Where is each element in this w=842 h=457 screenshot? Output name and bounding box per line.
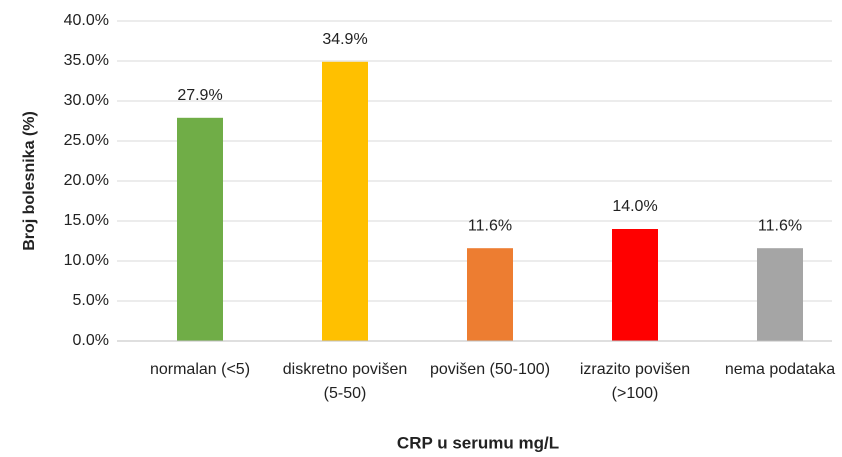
- x-axis-label: CRP u serumu mg/L: [397, 433, 559, 452]
- data-label: 34.9%: [322, 31, 367, 48]
- y-tick-label: 5.0%: [73, 292, 109, 309]
- y-tick-label: 25.0%: [64, 132, 109, 149]
- x-tick-label: izrazito povišen (>100): [579, 361, 691, 402]
- x-tick-label: povišen (50-100): [429, 361, 551, 378]
- y-tick-label: 10.0%: [64, 252, 109, 269]
- bar: [612, 229, 658, 341]
- bar: [757, 248, 803, 341]
- x-tick-label: diskretno povišen (5-50): [282, 361, 408, 402]
- bar: [322, 61, 368, 342]
- data-label: 11.6%: [758, 217, 802, 234]
- y-tick-label: 0.0%: [73, 332, 109, 349]
- bar: [467, 248, 513, 341]
- data-label: 27.9%: [177, 87, 222, 104]
- y-tick-label: 20.0%: [64, 172, 109, 189]
- y-tick-label: 15.0%: [64, 212, 109, 229]
- y-tick-label: 30.0%: [64, 92, 109, 109]
- bar: [177, 117, 223, 341]
- y-axis-label: Broj bolesnika (%): [21, 111, 38, 251]
- x-tick-label: normalan (<5): [149, 361, 251, 378]
- data-label: 11.6%: [468, 217, 512, 234]
- x-tick-label: nema podataka: [724, 361, 836, 378]
- y-tick-label: 40.0%: [64, 12, 109, 29]
- y-tick-label: 35.0%: [64, 52, 109, 69]
- data-label: 14.0%: [612, 198, 657, 215]
